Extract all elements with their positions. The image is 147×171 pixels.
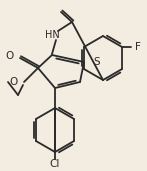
Text: F: F xyxy=(135,42,141,52)
Text: O: O xyxy=(6,51,14,61)
Text: O: O xyxy=(10,77,18,87)
Text: HN: HN xyxy=(45,30,59,40)
Text: S: S xyxy=(93,57,100,67)
Text: Cl: Cl xyxy=(50,159,60,169)
